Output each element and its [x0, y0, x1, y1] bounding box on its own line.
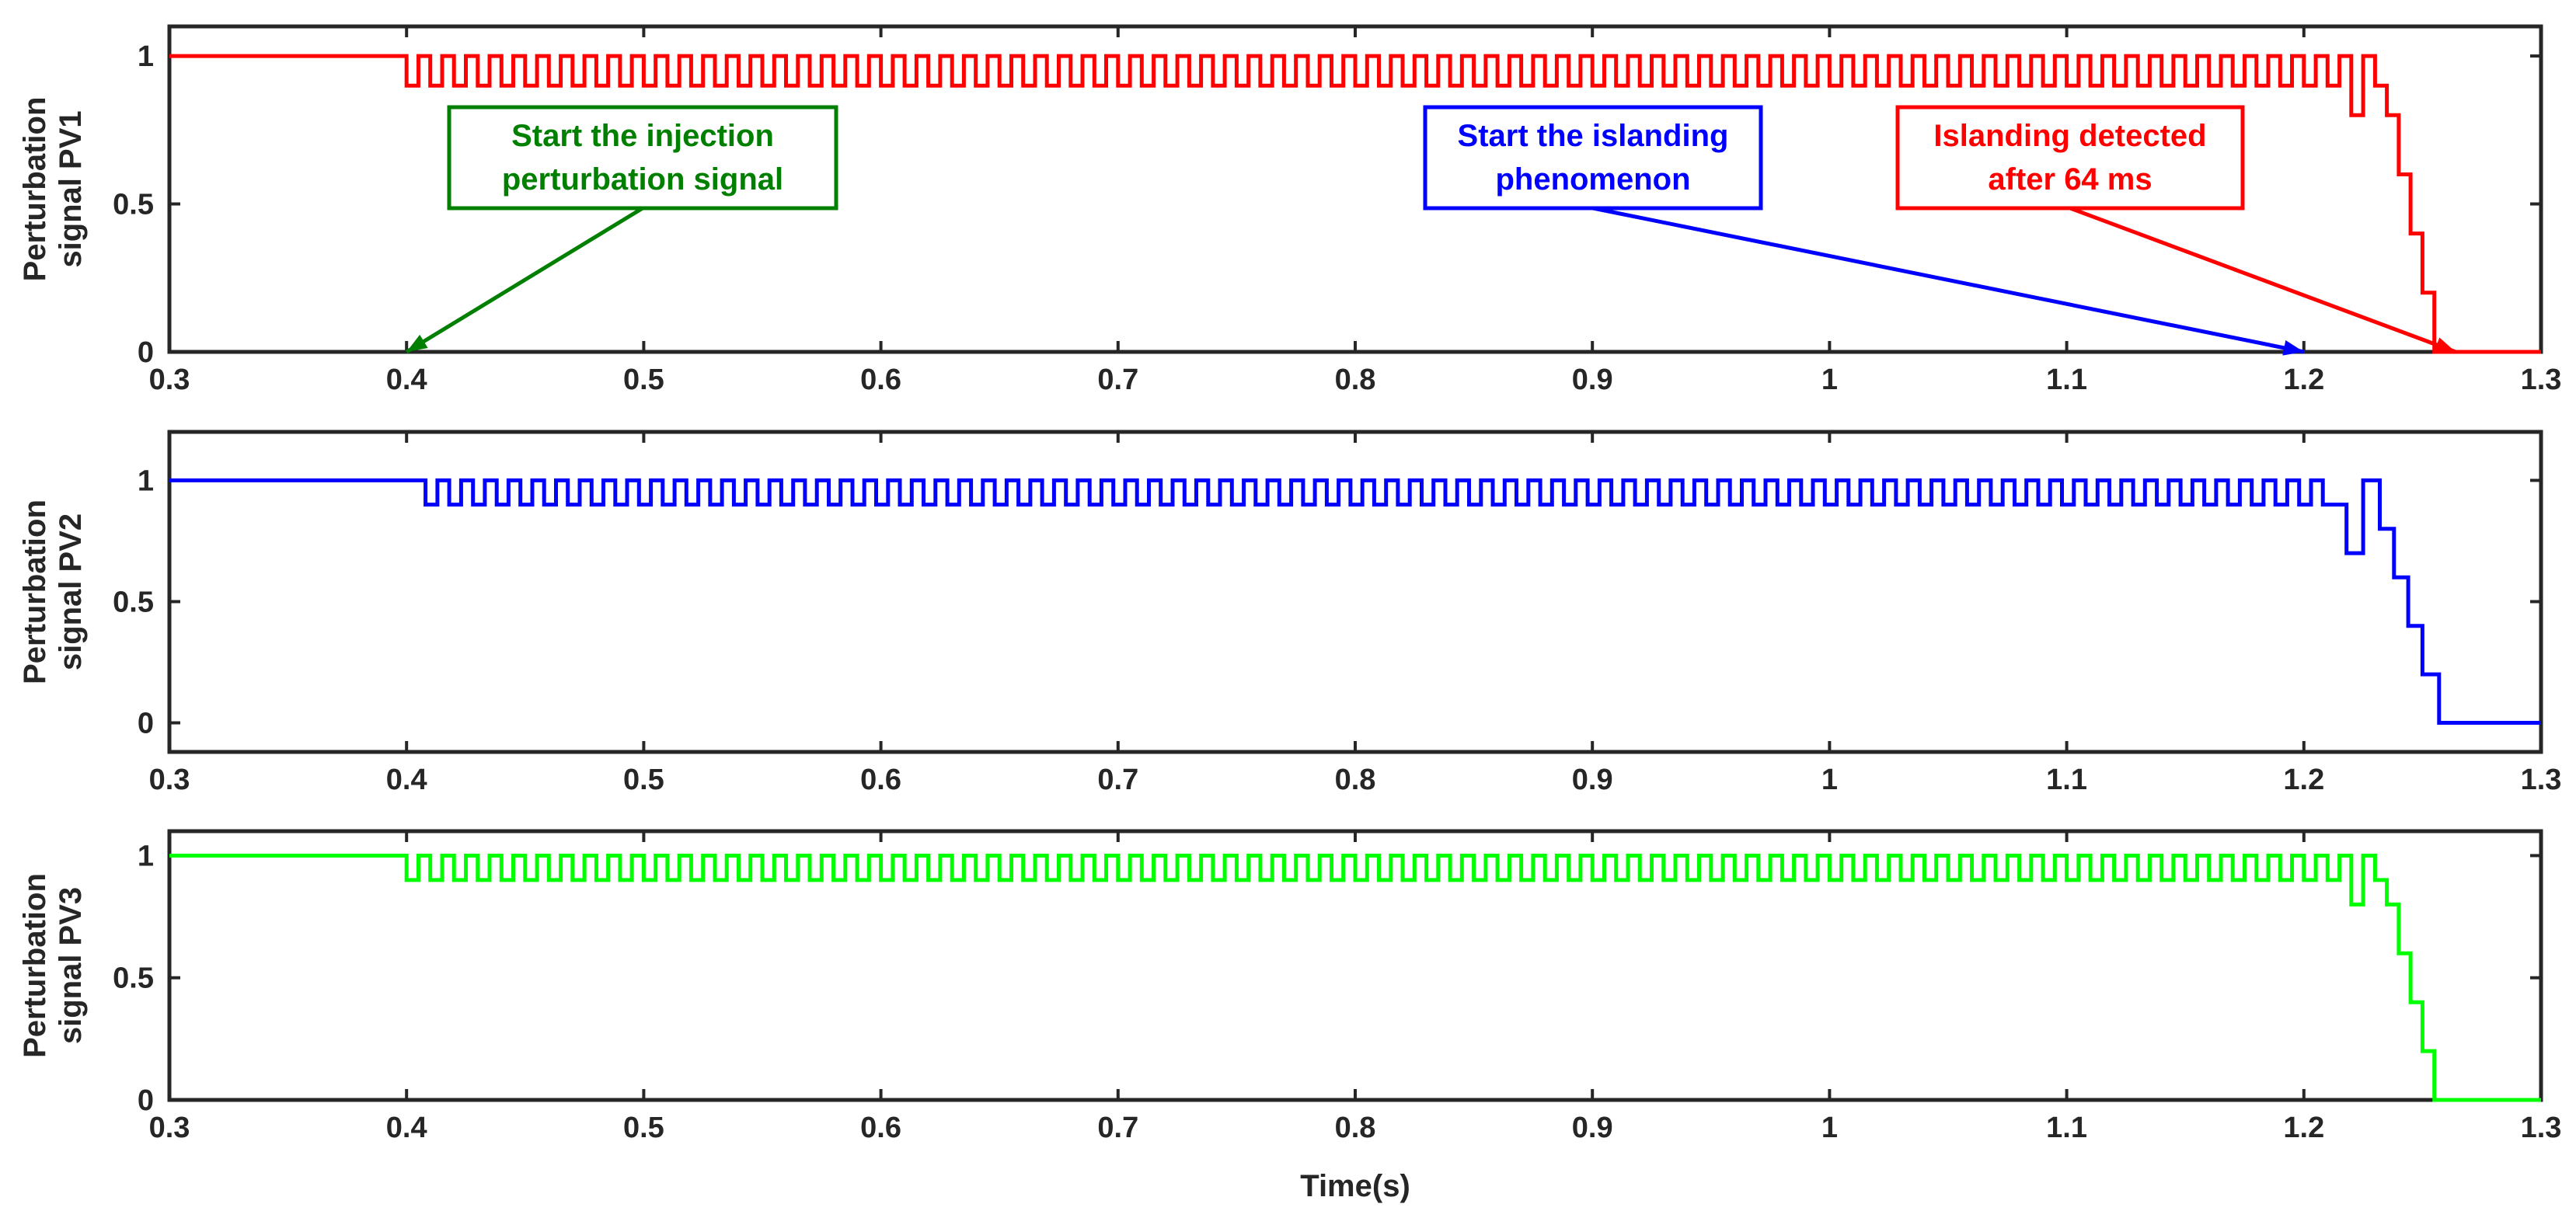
- y-axis-label: Perturbationsignal PV2: [18, 499, 88, 684]
- axes-frame: [167, 430, 2543, 754]
- y-tick-label: 0: [138, 708, 154, 740]
- annotation-arrow: [405, 206, 644, 354]
- x-tick-label: 0.5: [623, 764, 664, 796]
- panels: 0.3 0.4 0.5 0.6 0.7 0.8 0.9 1 1.1 1.2 1.3 0 0.5 1 Pert…: [18, 24, 2562, 1203]
- x-tick-label: 1.1: [2046, 764, 2087, 796]
- panel-1: 0.3 0.4 0.5 0.6 0.7 0.8 0.9 1 1.1 1.2 1.3 0 0.5 1 Pert…: [18, 24, 2562, 396]
- x-tick-label: 0.7: [1097, 764, 1138, 796]
- x-tick-label: 0.6: [860, 764, 901, 796]
- x-tick-label: 0.4: [386, 364, 427, 396]
- annotation-text: Start the islanding: [1458, 119, 1729, 153]
- y-tick-label: 0: [138, 336, 154, 369]
- x-tick-label: 0.5: [623, 364, 664, 396]
- x-tick-label: 0.8: [1335, 1112, 1376, 1144]
- x-tick-label: 0.6: [860, 364, 901, 396]
- x-tick-label: 0.5: [623, 1112, 664, 1144]
- x-tick-label: 1.3: [2521, 364, 2562, 396]
- y-tick-label: 0.5: [113, 586, 154, 618]
- annotation-text: phenomenon: [1495, 162, 1690, 197]
- panel-3: 0.3 0.4 0.5 0.6 0.7 0.8 0.9 1 1.1 1.2 1.3 0 0.5 1 Pert…: [18, 829, 2562, 1203]
- x-tick-label: 0.8: [1335, 364, 1376, 396]
- x-tick-label: 1: [1821, 364, 1838, 396]
- y-tick-label: 0.5: [113, 962, 154, 995]
- annotation-arrowhead: [406, 334, 428, 352]
- x-tick-label: 1.1: [2046, 364, 2087, 396]
- x-tick-label: 1.2: [2283, 1112, 2324, 1144]
- annotation-3: Islanding detected after 64 ms: [1895, 105, 2457, 354]
- annotation-arrow: [2069, 206, 2457, 354]
- annotation-text: Start the injection: [511, 119, 774, 153]
- panel-2: 0.3 0.4 0.5 0.6 0.7 0.8 0.9 1 1.1 1.2 1.3 0 0.5 1 Pert…: [18, 430, 2562, 796]
- annotation-text: after 64 ms: [1988, 162, 2152, 197]
- annotation-text: perturbation signal: [502, 162, 783, 197]
- signal-line: [169, 854, 2541, 1102]
- annotation-arrow: [1592, 206, 2305, 354]
- annotation-arrowhead: [2282, 340, 2304, 356]
- annotation-arrowhead: [2434, 337, 2456, 353]
- x-tick-label: 1.3: [2521, 764, 2562, 796]
- signal-line: [169, 54, 2541, 354]
- y-tick-label: 1: [138, 465, 154, 497]
- annotation-box: [1895, 105, 2245, 211]
- y-tick-label: 0.5: [113, 189, 154, 221]
- x-tick-label: 0.9: [1572, 764, 1613, 796]
- x-tick-label: 1.1: [2046, 1112, 2087, 1144]
- y-tick-label: 1: [138, 40, 154, 73]
- x-tick-label: 1.2: [2283, 764, 2324, 796]
- x-tick-label: 0.3: [149, 364, 190, 396]
- x-tick-label: 0.7: [1097, 364, 1138, 396]
- x-axis-label: Time(s): [1300, 1169, 1410, 1203]
- x-tick-label: 0.8: [1335, 764, 1376, 796]
- x-tick-label: 1.2: [2283, 364, 2324, 396]
- y-axis-label: Perturbationsignal PV1: [18, 97, 88, 282]
- annotation-1: Start the injection perturbation signal: [405, 105, 838, 354]
- x-tick-label: 1: [1821, 1112, 1838, 1144]
- x-tick-label: 0.9: [1572, 1112, 1613, 1144]
- x-tick-label: 0.3: [149, 764, 190, 796]
- x-tick-label: 0.7: [1097, 1112, 1138, 1144]
- x-tick-label: 1.3: [2521, 1112, 2562, 1144]
- annotation-box: [447, 105, 838, 211]
- y-tick-label: 0: [138, 1084, 154, 1117]
- y-axis-label: Perturbationsignal PV3: [18, 873, 88, 1058]
- x-tick-label: 0.6: [860, 1112, 901, 1144]
- annotation-box: [1423, 105, 1763, 211]
- x-tick-label: 0.4: [386, 764, 427, 796]
- x-tick-label: 0.9: [1572, 364, 1613, 396]
- annotation-text: Islanding detected: [1933, 119, 2206, 153]
- x-tick-label: 0.4: [386, 1112, 427, 1144]
- y-tick-label: 1: [138, 840, 154, 872]
- signal-line: [169, 478, 2541, 725]
- x-tick-label: 0.3: [149, 1112, 190, 1144]
- x-tick-label: 1: [1821, 764, 1838, 796]
- annotation-2: Start the islanding phenomenon: [1423, 105, 2305, 356]
